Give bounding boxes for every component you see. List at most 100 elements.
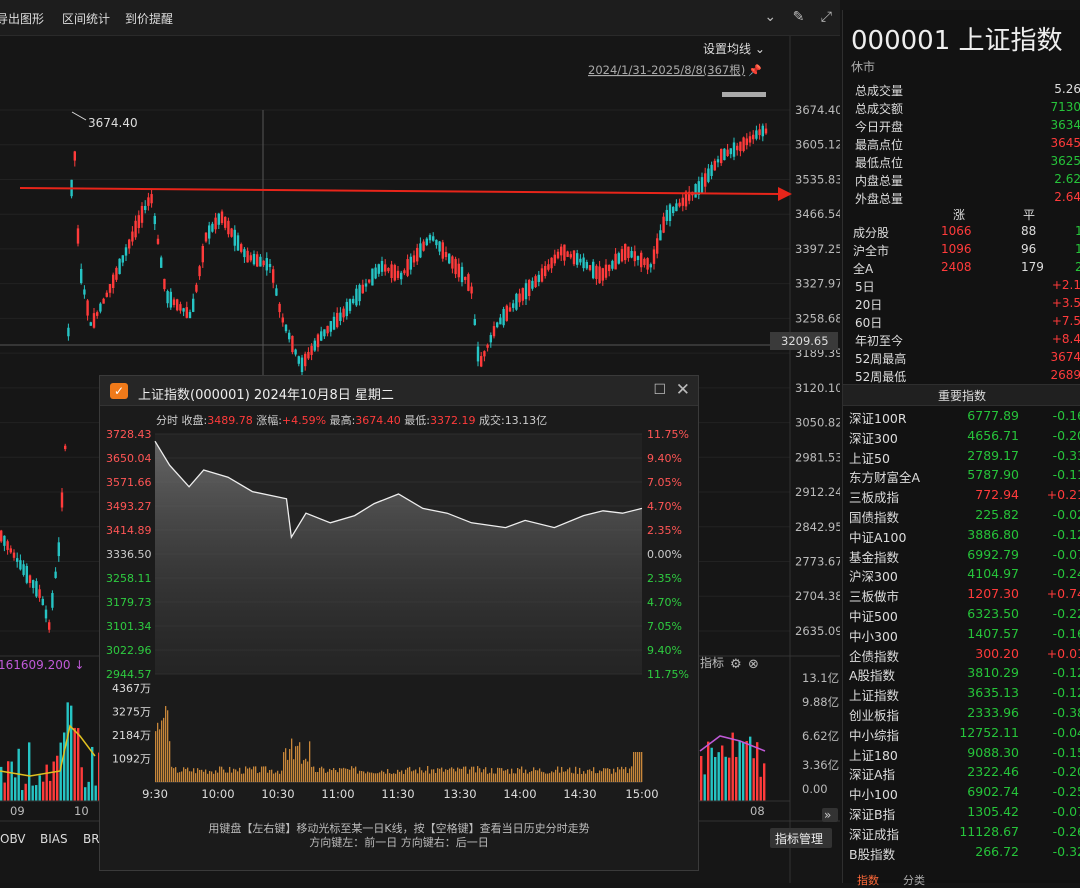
fullscreen-icon[interactable]: ⤢ [820, 9, 832, 25]
time-axis-label: 13:30 [443, 787, 476, 801]
candle-body [694, 184, 697, 198]
volume-bar [615, 772, 617, 782]
volume-bar [563, 771, 565, 782]
maximize-icon[interactable]: ☐ [653, 382, 666, 398]
index-row[interactable]: 三板做市 1207.30 +0.74 [849, 586, 1080, 606]
stat-value: 3634 [1050, 118, 1080, 132]
candle-body [390, 264, 393, 279]
intraday-popup[interactable]: ✓ 上证指数(000001) 2024年10月8日 星期二 ☐ ✕ 分时 收盘:… [99, 375, 699, 871]
index-row[interactable]: 中证500 6323.50 -0.22 [849, 606, 1080, 626]
peak-label: 3674.40 [88, 116, 138, 130]
index-row[interactable]: 深证B指 1305.42 -0.07 [849, 804, 1080, 824]
index-price: 1305.42 [967, 804, 1019, 819]
volume-bar [459, 768, 461, 782]
volume-bar [527, 773, 529, 782]
volume-bar [227, 772, 229, 782]
index-row[interactable]: 中小100 6902.74 -0.25 [849, 784, 1080, 804]
volume-bar [0, 766, 3, 801]
candle-body [51, 593, 54, 608]
index-row[interactable]: 国债指数 225.82 -0.02 [849, 507, 1080, 527]
candle-body [134, 220, 137, 238]
close-icon[interactable]: ✕ [675, 380, 690, 400]
volume-bar [635, 752, 637, 782]
volume-bar [237, 771, 239, 782]
volume-bar [411, 771, 413, 782]
index-row[interactable]: 企债指数 300.20 +0.01 [849, 646, 1080, 666]
index-row[interactable]: 上证指数 3635.13 -0.12 [849, 685, 1080, 705]
index-price: 300.20 [975, 645, 1019, 661]
stat-value: 3625 [1050, 154, 1080, 168]
index-row[interactable]: 三板成指 772.94 +0.21 [849, 487, 1080, 507]
index-row[interactable]: 中小综指 12752.11 -0.04 [849, 725, 1080, 745]
candle-body [483, 351, 486, 357]
index-row[interactable]: 东方财富全A 5787.90 -0.11 [849, 467, 1080, 487]
y-tick-label: 3674.40 [795, 103, 840, 117]
volume-bar [427, 766, 429, 782]
intraday-chart[interactable]: 3728.43 11.75% 3650.04 9.40% 3571.66 7.05% 349… [100, 426, 698, 806]
volume-bar [171, 766, 173, 782]
index-row[interactable]: B股指数 266.72 -0.32 [849, 844, 1080, 864]
index-row[interactable]: 上证50 2789.17 -0.33 [849, 448, 1080, 468]
range-stats-button[interactable]: 区间统计 [62, 12, 111, 26]
chevron-circle-icon[interactable]: ⌄ [764, 9, 777, 25]
volume-bar [535, 770, 537, 782]
index-row[interactable]: 中小300 1407.57 -0.16 [849, 626, 1080, 646]
volume-bar [231, 772, 233, 782]
candle-body [518, 293, 521, 303]
candle-body [211, 223, 214, 232]
volume-bar [601, 771, 603, 782]
y-tick-label: 3050.82 [795, 416, 840, 430]
time-axis-label: 14:00 [503, 787, 536, 801]
candle-body [764, 128, 768, 134]
index-row[interactable]: 深证A指 2322.46 -0.20 [849, 764, 1080, 784]
candle-body [176, 299, 179, 311]
y-tick-label: 2912.24 [795, 485, 840, 499]
volume-bar [223, 769, 225, 782]
index-row[interactable]: 上证180 9088.30 -0.15 [849, 745, 1080, 765]
index-row[interactable]: 基金指数 6992.79 -0.07 [849, 547, 1080, 567]
candle-body [460, 266, 464, 283]
index-row[interactable]: 中证A100 3886.80 -0.12 [849, 527, 1080, 547]
volume-bar [17, 748, 20, 801]
pen-icon[interactable]: ✎ [792, 9, 805, 25]
left-axis-label: 3493.27 [106, 500, 152, 513]
time-axis-label: 15:00 [625, 787, 658, 801]
breadth-cell: 成分股 [853, 226, 890, 240]
index-row[interactable]: 深证成指 11128.67 -0.26 [849, 824, 1080, 844]
popup-titlebar[interactable]: ✓ 上证指数(000001) 2024年10月8日 星期二 ☐ ✕ [100, 376, 698, 406]
volume-bar [541, 771, 543, 782]
candle-body [736, 145, 739, 151]
candle-body [742, 137, 745, 151]
peak-marker [71, 111, 87, 121]
volume-bar [433, 769, 435, 782]
candle-body [364, 283, 368, 287]
candle-body [377, 264, 380, 274]
index-row[interactable]: A股指数 3810.29 -0.12 [849, 665, 1080, 685]
volume-bar [571, 772, 573, 782]
volume-bar [589, 769, 591, 782]
volume-bar [357, 773, 359, 782]
index-row[interactable]: 深证100R 6777.89 -0.16 [849, 408, 1080, 428]
tab-index[interactable]: 指数 [857, 874, 879, 887]
tab-category[interactable]: 分类 [903, 874, 925, 887]
index-price: 5787.90 [967, 467, 1019, 483]
volume-bar [567, 769, 569, 782]
index-row[interactable]: 深证300 4656.71 -0.20 [849, 428, 1080, 448]
candle-body [432, 236, 435, 241]
candle-body [630, 250, 633, 258]
volume-bar [209, 770, 211, 782]
candle-body [409, 256, 412, 270]
candle-body [54, 571, 57, 578]
quote-panel: 000001 上证指数 休市 总成交量 5.26 总成交额 7130 今日开盘 3634 最… [842, 10, 1080, 887]
price-alert-button[interactable]: 到价提醒 [125, 12, 174, 26]
candle-body [537, 274, 540, 282]
index-row[interactable]: 创业板指 2333.96 -0.38 [849, 705, 1080, 725]
candle-body [9, 548, 12, 553]
volume-bar [28, 742, 31, 801]
export-chart-button[interactable]: 导出图形 [0, 12, 45, 26]
index-row[interactable]: 沪深300 4104.97 -0.24 [849, 566, 1080, 586]
volume-bar [419, 767, 421, 782]
index-change: +0.01 [1046, 645, 1080, 661]
volume-bar [385, 773, 387, 782]
indicator-tab-obv: OBV [0, 832, 26, 846]
